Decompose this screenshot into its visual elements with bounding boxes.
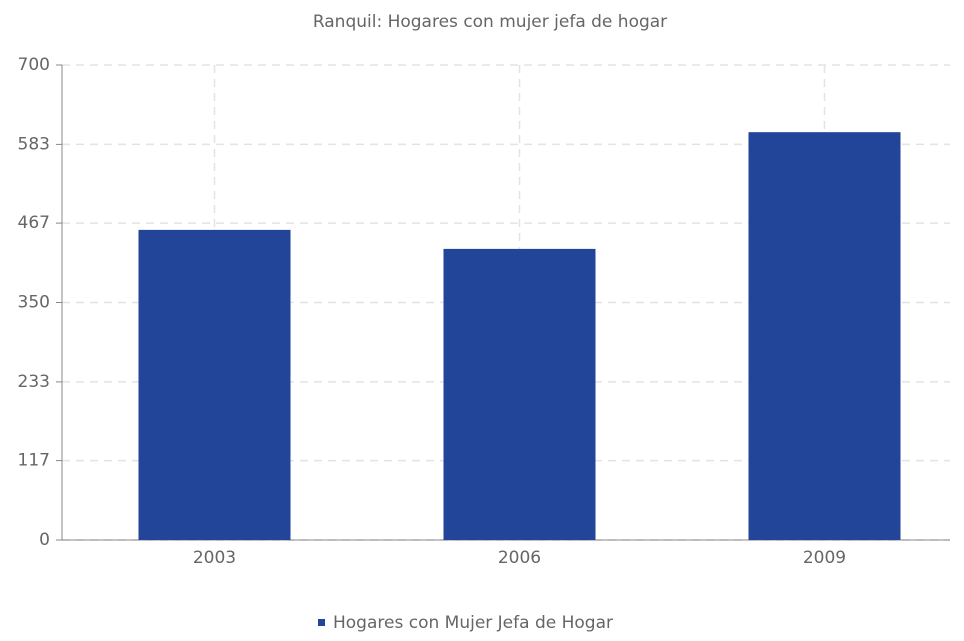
y-tick-label: 350 [18,293,50,313]
bar [748,132,901,540]
y-tick-label: 117 [18,451,50,471]
y-tick-label: 233 [18,372,50,392]
y-tick-label: 583 [18,134,50,154]
y-tick-label: 467 [18,213,50,233]
chart-title: Ranquil: Hogares con mujer jefa de hogar [313,12,667,32]
x-tick-label: 2003 [193,548,236,568]
bar [443,248,596,540]
bar [138,229,291,540]
legend-label: Hogares con Mujer Jefa de Hogar [333,613,613,633]
y-tick-label: 0 [39,530,50,550]
y-tick-label: 700 [18,55,50,75]
legend-swatch [318,619,325,626]
x-tick-label: 2009 [803,548,846,568]
x-tick-label: 2006 [498,548,541,568]
